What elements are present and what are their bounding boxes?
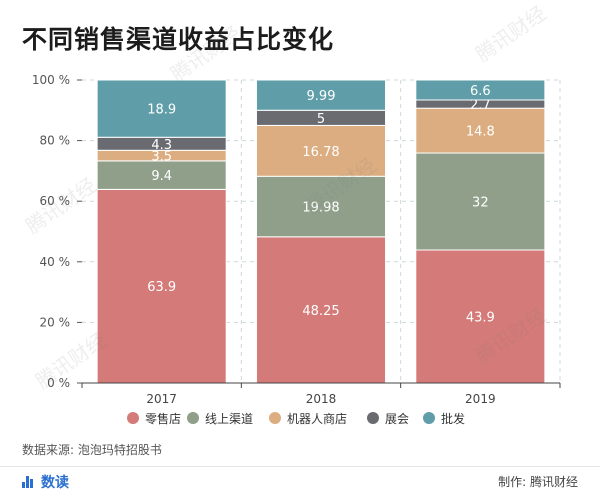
legend-swatch: [367, 412, 379, 424]
data-label: 14.8: [466, 125, 495, 140]
footer-brand-label: 数读: [41, 475, 69, 491]
legend-label: 零售店: [145, 411, 181, 426]
data-source: 数据来源: 泡泡玛特招股书: [22, 443, 162, 457]
legend-label: 线上渠道: [205, 412, 253, 426]
bar-segment: [415, 107, 546, 154]
legend-label: 机器人商店: [287, 411, 347, 426]
bar-segment: [255, 236, 387, 384]
legend-label: 批发: [441, 411, 465, 426]
bar-segment: [415, 249, 546, 384]
x-tick-label: 2018: [306, 392, 337, 406]
data-label: 16.78: [302, 145, 339, 160]
y-tick-label: 0 %: [47, 376, 70, 390]
bar-segment: [255, 124, 387, 177]
data-label: 6.6: [470, 84, 491, 99]
footer-divider: [0, 466, 600, 467]
y-tick-label: 100 %: [32, 73, 70, 87]
legend-label: 展会: [385, 412, 409, 426]
y-tick-label: 40 %: [40, 255, 71, 269]
footer-credit: 制作: 腾讯财经: [498, 475, 578, 489]
data-label: 63.9: [147, 280, 176, 295]
data-label: 48.25: [302, 304, 339, 319]
legend-swatch: [269, 412, 281, 424]
data-label: 19.98: [302, 201, 339, 216]
footer-brand[interactable]: 数读: [22, 472, 69, 492]
y-tick-label: 60 %: [40, 194, 71, 208]
legend-swatch: [127, 412, 139, 424]
data-label: 4.3: [151, 138, 172, 153]
data-label: 3.5: [151, 150, 172, 165]
y-tick-label: 80 %: [40, 134, 71, 148]
legend-swatch: [423, 412, 435, 424]
x-tick-label: 2017: [146, 392, 177, 406]
bar-segment: [96, 79, 227, 138]
stacked-bar-chart: 0 % 20 % 40 % 60 % 80 % 100 % 63.9 9.4 3.54.3 18.…: [32, 73, 561, 426]
bar-segment: [415, 152, 546, 251]
bar-segment: [415, 79, 546, 101]
y-tick-label: 20 %: [40, 315, 71, 329]
bar-chart-icon: [22, 476, 36, 488]
legend-swatch: [187, 412, 199, 424]
bar-segment: [255, 79, 387, 111]
bar-segment: [255, 175, 387, 238]
chart-title: 不同销售渠道收益占比变化: [22, 25, 335, 54]
data-label: 5: [317, 112, 325, 127]
data-label: 43.9: [466, 310, 495, 325]
x-tick-label: 2019: [465, 392, 496, 406]
data-label: 2.7: [470, 98, 491, 113]
data-label: 9.99: [307, 89, 336, 104]
bar-segment: [96, 160, 227, 190]
data-label: 18.9: [147, 103, 176, 118]
data-label: 9.4: [151, 169, 172, 184]
data-label: 32: [472, 196, 489, 211]
